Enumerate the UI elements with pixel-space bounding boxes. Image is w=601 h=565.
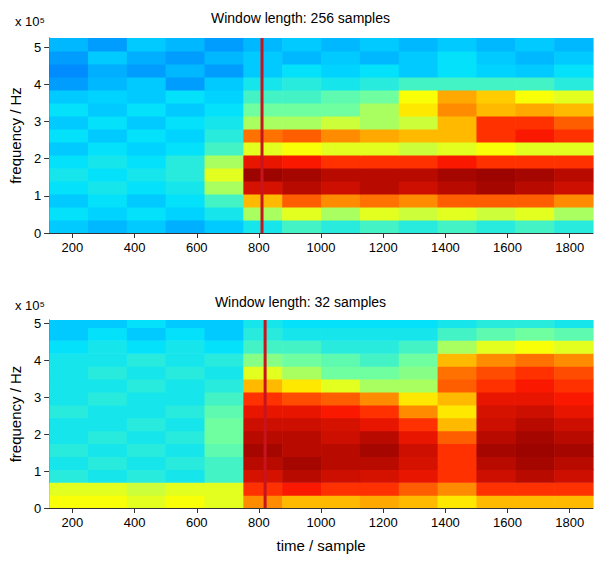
svg-text:1400: 1400 — [431, 240, 460, 255]
svg-text:800: 800 — [248, 515, 270, 530]
svg-text:frequency / Hz: frequency / Hz — [7, 87, 24, 184]
svg-text:1200: 1200 — [369, 240, 398, 255]
svg-text:1000: 1000 — [307, 515, 336, 530]
svg-text:Window length: 32 samples: Window length: 32 samples — [215, 294, 386, 310]
svg-text:1800: 1800 — [555, 515, 584, 530]
svg-text:frequency / Hz: frequency / Hz — [7, 366, 24, 463]
svg-text:600: 600 — [186, 240, 208, 255]
svg-text:5: 5 — [34, 40, 41, 55]
svg-text:1: 1 — [34, 464, 41, 479]
svg-text:3: 3 — [34, 390, 41, 405]
svg-text:200: 200 — [62, 240, 84, 255]
svg-text:1800: 1800 — [555, 240, 584, 255]
svg-text:1200: 1200 — [369, 515, 398, 530]
svg-text:600: 600 — [186, 515, 208, 530]
svg-text:400: 400 — [124, 515, 146, 530]
svg-text:200: 200 — [62, 515, 84, 530]
svg-text:4: 4 — [34, 353, 41, 368]
svg-text:1000: 1000 — [307, 240, 336, 255]
svg-text:2: 2 — [34, 151, 41, 166]
svg-text:1: 1 — [34, 188, 41, 203]
svg-text:x 10⁵: x 10⁵ — [15, 298, 45, 313]
svg-text:0: 0 — [34, 226, 41, 241]
svg-text:4: 4 — [34, 77, 41, 92]
svg-text:Window length: 256 samples: Window length: 256 samples — [211, 10, 390, 26]
svg-text:3: 3 — [34, 114, 41, 129]
svg-text:x 10⁵: x 10⁵ — [15, 14, 45, 29]
svg-text:400: 400 — [124, 240, 146, 255]
svg-text:0: 0 — [34, 501, 41, 516]
svg-text:1600: 1600 — [493, 515, 522, 530]
svg-text:5: 5 — [34, 316, 41, 331]
svg-text:2: 2 — [34, 427, 41, 442]
svg-text:1400: 1400 — [431, 515, 460, 530]
svg-text:1600: 1600 — [493, 240, 522, 255]
svg-text:800: 800 — [248, 240, 270, 255]
svg-text:time / sample: time / sample — [276, 537, 365, 554]
